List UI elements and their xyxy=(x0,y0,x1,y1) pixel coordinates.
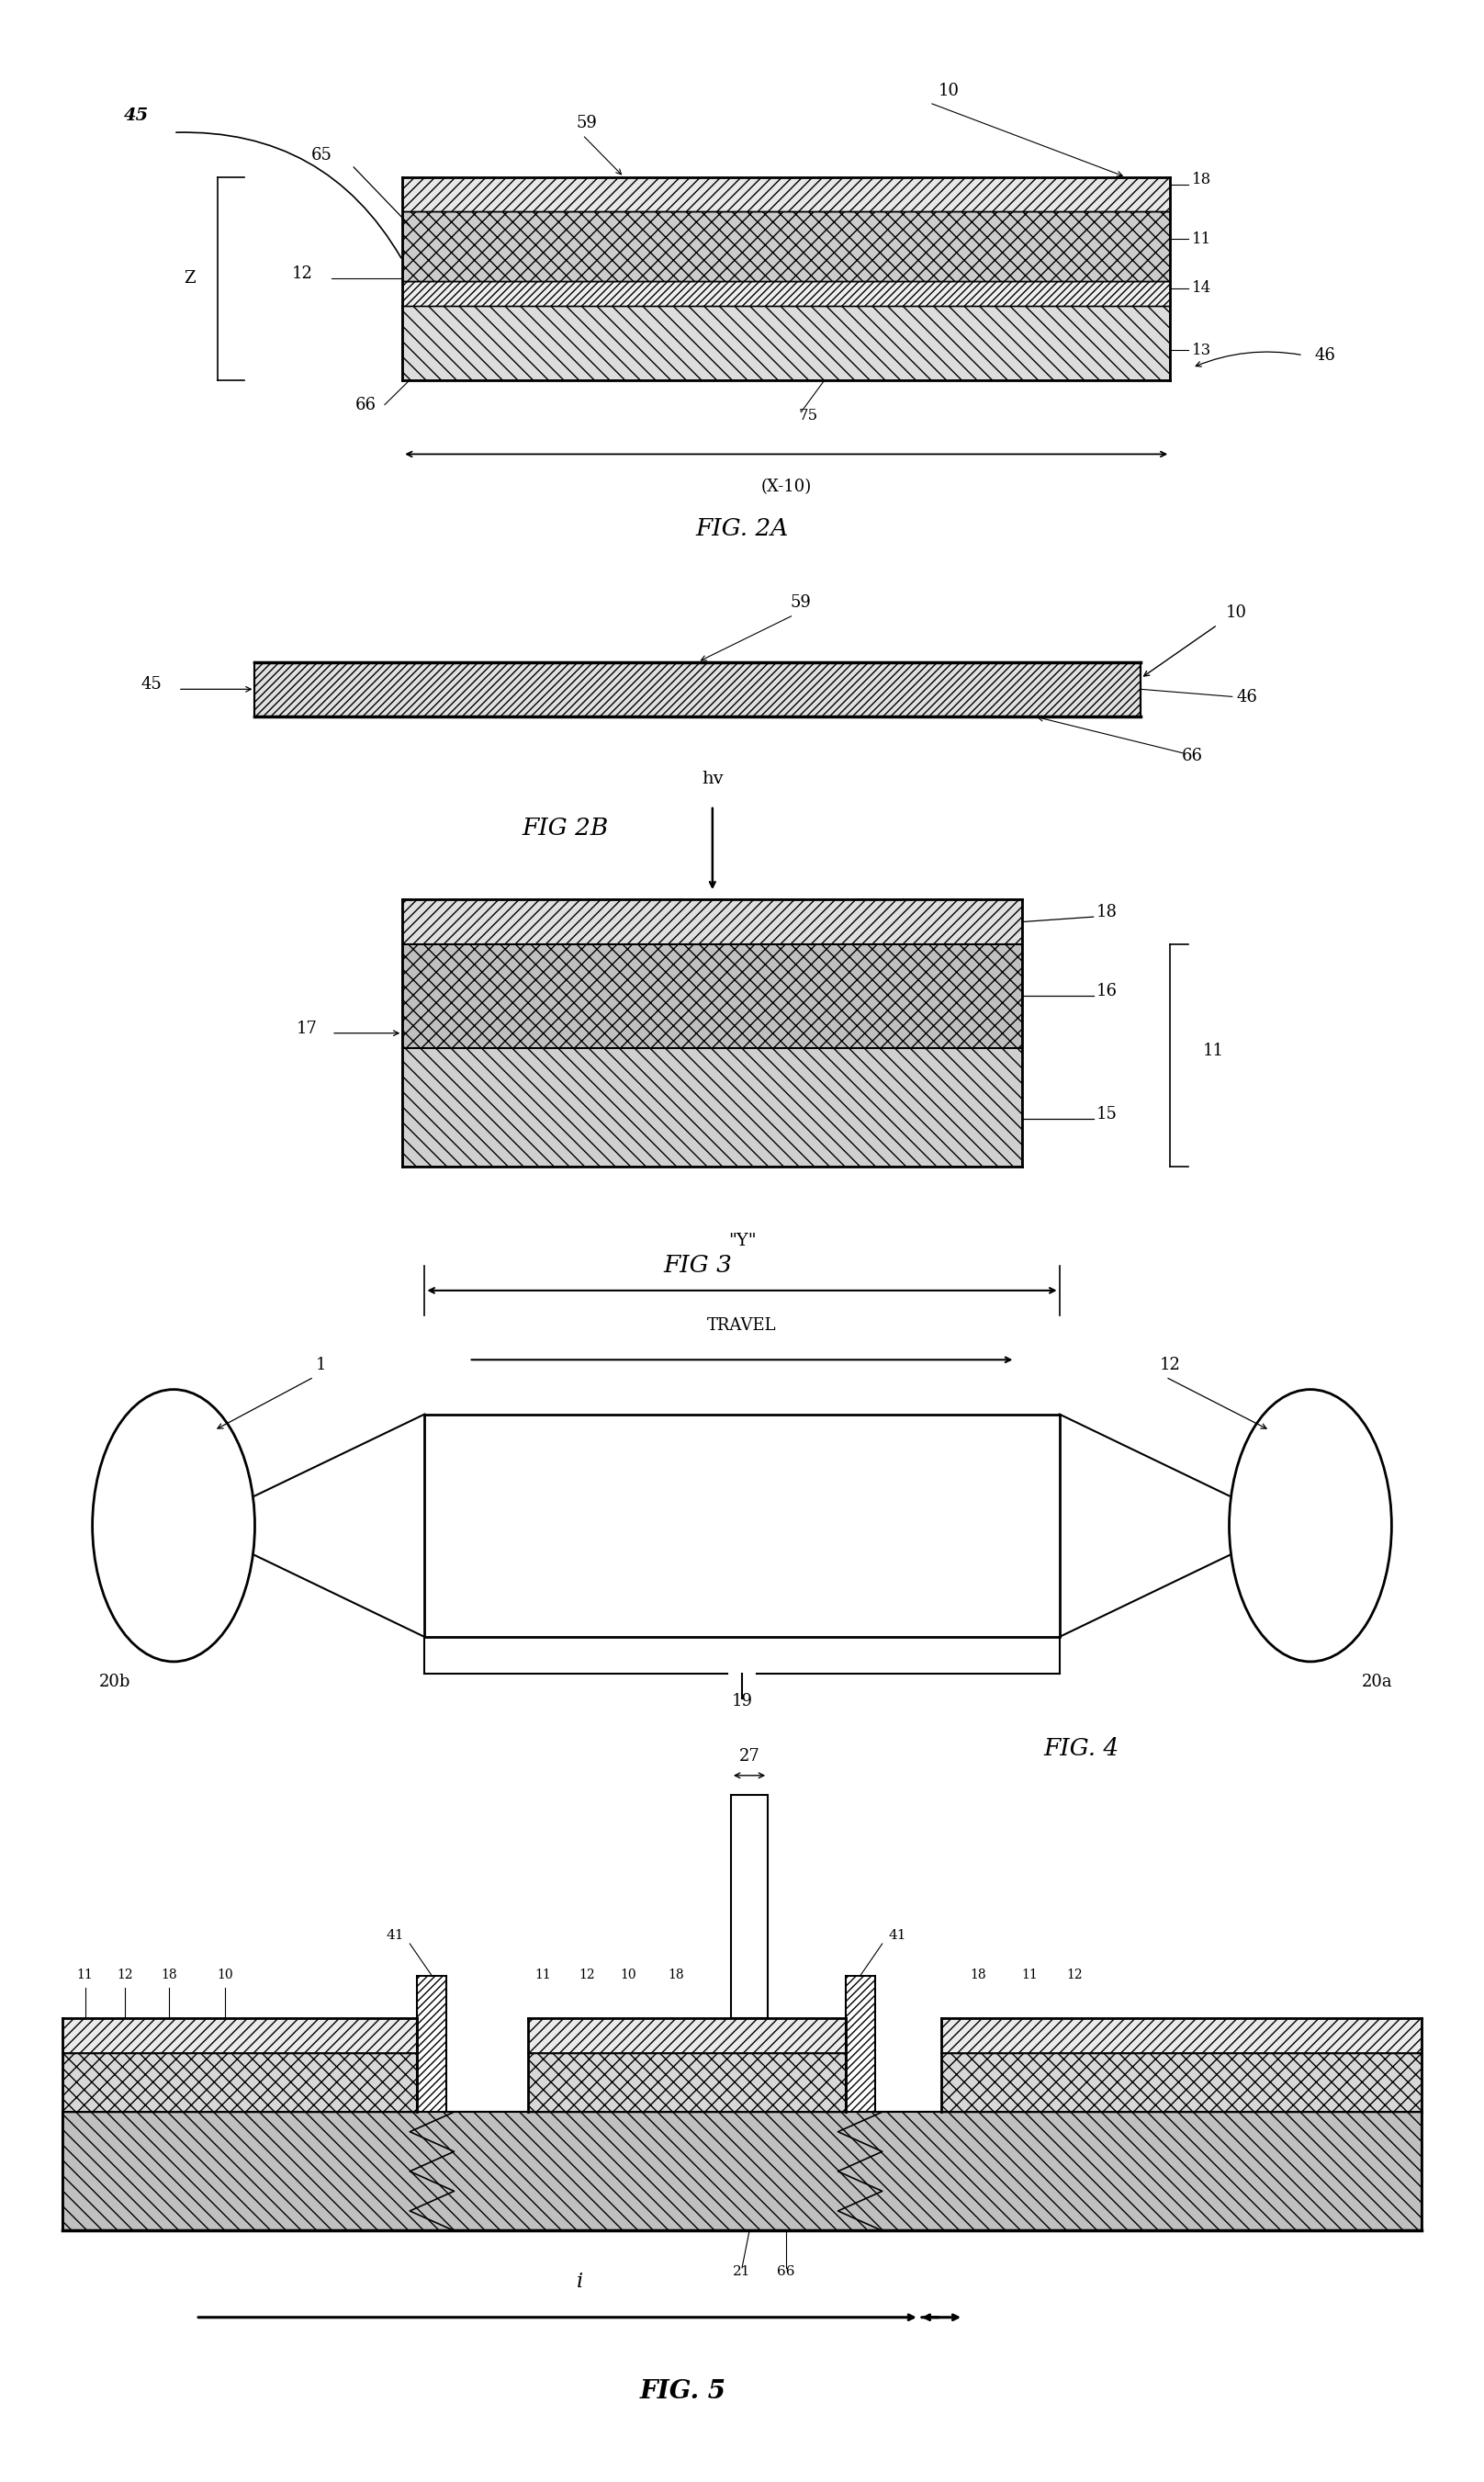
Text: 75: 75 xyxy=(798,407,818,424)
Bar xyxy=(402,280,1171,305)
Text: 18: 18 xyxy=(1097,903,1117,921)
Text: 12: 12 xyxy=(291,266,313,283)
Text: 59: 59 xyxy=(576,114,598,132)
Text: 12: 12 xyxy=(1066,1968,1082,1981)
Text: 17: 17 xyxy=(295,1020,318,1037)
Text: 10: 10 xyxy=(938,82,959,99)
Text: 12: 12 xyxy=(579,1968,595,1981)
Text: FIG 2B: FIG 2B xyxy=(521,817,608,839)
Text: Z: Z xyxy=(184,271,196,288)
Bar xyxy=(402,176,1171,211)
Bar xyxy=(62,2112,1422,2231)
Text: 11: 11 xyxy=(1202,1042,1224,1060)
Text: 41: 41 xyxy=(386,1929,404,1941)
Text: 46: 46 xyxy=(1315,347,1336,365)
Text: 41: 41 xyxy=(887,1929,905,1941)
Circle shape xyxy=(1229,1390,1392,1660)
Bar xyxy=(424,1415,1060,1638)
Text: 19: 19 xyxy=(732,1693,752,1710)
Bar xyxy=(62,2018,417,2053)
Bar xyxy=(402,305,1171,380)
Text: 59: 59 xyxy=(791,596,812,611)
Bar xyxy=(62,2053,417,2112)
Text: 66: 66 xyxy=(355,397,375,414)
Text: 18: 18 xyxy=(162,1968,177,1981)
Text: 45: 45 xyxy=(125,107,150,124)
Text: "Y": "Y" xyxy=(729,1234,755,1248)
Text: 45: 45 xyxy=(141,678,162,692)
Text: 65: 65 xyxy=(310,146,332,164)
Text: 12: 12 xyxy=(1159,1358,1181,1373)
Bar xyxy=(402,898,1022,943)
Text: 11: 11 xyxy=(1192,231,1212,246)
Text: (X-10): (X-10) xyxy=(761,479,812,494)
Bar xyxy=(941,2053,1422,2112)
Text: 1: 1 xyxy=(316,1358,326,1373)
Text: FIG 3: FIG 3 xyxy=(663,1253,732,1278)
Bar xyxy=(941,2018,1422,2053)
Text: FIG. 5: FIG. 5 xyxy=(640,2380,726,2405)
Text: 16: 16 xyxy=(1097,983,1117,1000)
Text: 11: 11 xyxy=(1022,1968,1037,1981)
Text: 10: 10 xyxy=(217,1968,233,1981)
Text: 18: 18 xyxy=(1192,171,1212,186)
Text: 15: 15 xyxy=(1097,1107,1117,1122)
Text: 11: 11 xyxy=(534,1968,551,1981)
Text: 12: 12 xyxy=(117,1968,134,1981)
Text: 18: 18 xyxy=(971,1968,987,1981)
Text: TRAVEL: TRAVEL xyxy=(708,1318,776,1333)
Bar xyxy=(402,1047,1022,1167)
Text: 20a: 20a xyxy=(1361,1673,1392,1690)
Bar xyxy=(732,1794,767,2018)
Bar xyxy=(417,1976,447,2112)
Text: 27: 27 xyxy=(739,1747,760,1765)
Bar xyxy=(402,943,1022,1047)
Bar xyxy=(402,211,1171,280)
Bar xyxy=(846,1976,876,2112)
Text: 46: 46 xyxy=(1236,688,1257,705)
Bar xyxy=(528,2053,846,2112)
Text: 18: 18 xyxy=(668,1968,684,1981)
Text: 20b: 20b xyxy=(99,1673,131,1690)
Text: FIG. 2A: FIG. 2A xyxy=(696,516,788,541)
Text: 66: 66 xyxy=(778,2266,795,2278)
Text: 10: 10 xyxy=(1226,606,1247,620)
Text: hv: hv xyxy=(702,769,723,787)
Bar xyxy=(255,663,1141,717)
Text: 14: 14 xyxy=(1192,280,1212,295)
Text: 13: 13 xyxy=(1192,343,1212,357)
Bar xyxy=(528,2018,846,2053)
Circle shape xyxy=(92,1390,255,1660)
Text: 21: 21 xyxy=(733,2266,751,2278)
Text: i: i xyxy=(576,2271,583,2293)
Text: 66: 66 xyxy=(1181,747,1204,764)
Text: 10: 10 xyxy=(620,1968,637,1981)
Text: FIG. 4: FIG. 4 xyxy=(1043,1737,1119,1760)
Text: 11: 11 xyxy=(77,1968,93,1981)
